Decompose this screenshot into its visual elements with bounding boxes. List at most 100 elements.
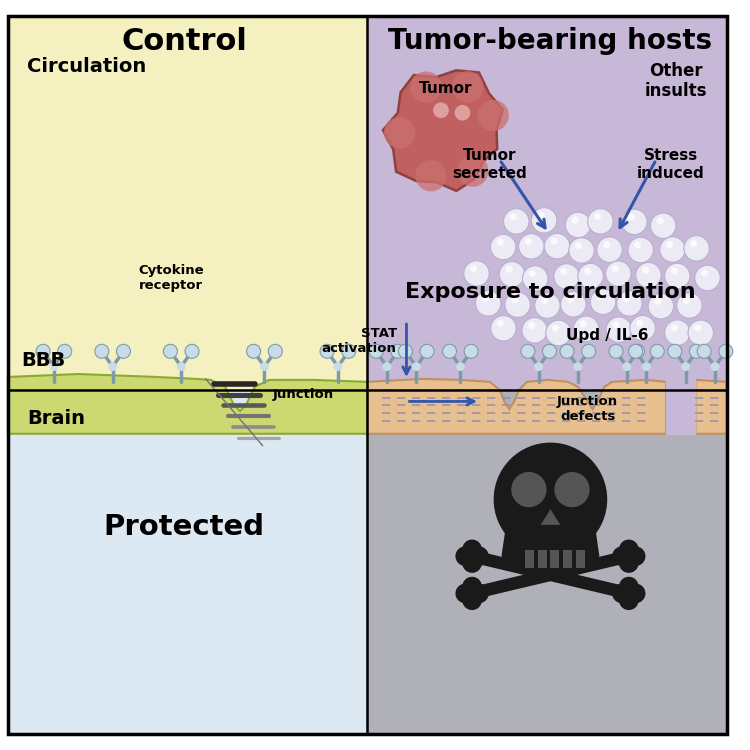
Circle shape xyxy=(490,234,516,260)
Circle shape xyxy=(642,362,651,371)
Circle shape xyxy=(623,295,630,302)
Circle shape xyxy=(482,295,489,302)
Circle shape xyxy=(369,344,383,358)
Circle shape xyxy=(619,554,638,573)
Polygon shape xyxy=(8,374,368,434)
Circle shape xyxy=(689,344,703,358)
Circle shape xyxy=(505,292,530,317)
Circle shape xyxy=(609,344,623,358)
Circle shape xyxy=(455,547,475,566)
Circle shape xyxy=(580,320,586,328)
Text: Control: Control xyxy=(122,27,247,56)
Bar xyxy=(666,372,695,434)
Circle shape xyxy=(698,344,711,358)
Text: Brain: Brain xyxy=(28,410,86,428)
Circle shape xyxy=(690,240,698,247)
Circle shape xyxy=(520,344,535,358)
Circle shape xyxy=(676,292,702,318)
Text: STAT
activation: STAT activation xyxy=(322,327,397,355)
Polygon shape xyxy=(502,523,599,576)
Circle shape xyxy=(616,291,642,316)
Circle shape xyxy=(260,362,269,371)
Circle shape xyxy=(606,317,631,343)
Circle shape xyxy=(642,267,649,274)
Circle shape xyxy=(597,237,622,262)
Circle shape xyxy=(268,344,282,358)
Circle shape xyxy=(710,362,719,371)
Circle shape xyxy=(518,233,544,259)
Circle shape xyxy=(384,117,416,148)
Text: Tumor: Tumor xyxy=(419,80,472,95)
Circle shape xyxy=(532,208,557,233)
Circle shape xyxy=(574,362,582,371)
Circle shape xyxy=(670,268,678,274)
Circle shape xyxy=(582,344,596,358)
Circle shape xyxy=(612,266,619,272)
Text: Upd / IL-6: Upd / IL-6 xyxy=(566,328,649,344)
Circle shape xyxy=(494,442,608,556)
Bar xyxy=(563,550,572,568)
Circle shape xyxy=(454,105,470,121)
Bar xyxy=(8,16,368,390)
Circle shape xyxy=(108,362,117,371)
Polygon shape xyxy=(383,70,502,191)
Circle shape xyxy=(666,241,674,248)
Bar xyxy=(538,550,547,568)
Circle shape xyxy=(334,362,342,371)
Circle shape xyxy=(701,269,708,277)
Circle shape xyxy=(650,213,676,238)
Circle shape xyxy=(177,362,186,371)
Circle shape xyxy=(455,584,475,603)
Circle shape xyxy=(452,71,483,103)
Circle shape xyxy=(630,316,656,341)
Circle shape xyxy=(458,155,488,187)
Circle shape xyxy=(550,238,558,244)
Circle shape xyxy=(628,237,653,262)
Circle shape xyxy=(247,344,261,358)
Text: Tumor-bearing hosts: Tumor-bearing hosts xyxy=(388,27,712,56)
Text: Tumor
secreted: Tumor secreted xyxy=(452,148,527,181)
Circle shape xyxy=(596,293,604,301)
Circle shape xyxy=(544,233,570,259)
Text: Junction
defects: Junction defects xyxy=(557,394,618,422)
Circle shape xyxy=(650,344,664,358)
Circle shape xyxy=(636,320,644,327)
Circle shape xyxy=(391,344,405,358)
Circle shape xyxy=(654,298,662,304)
Circle shape xyxy=(478,100,509,131)
Circle shape xyxy=(476,290,501,316)
Circle shape xyxy=(671,324,678,332)
Circle shape xyxy=(456,362,465,371)
Bar xyxy=(576,550,585,568)
Circle shape xyxy=(462,590,482,610)
Circle shape xyxy=(683,297,690,304)
Circle shape xyxy=(534,362,543,371)
Circle shape xyxy=(525,238,532,245)
Circle shape xyxy=(612,321,620,328)
Text: Circulation: Circulation xyxy=(28,57,147,76)
Text: Protected: Protected xyxy=(104,513,265,541)
Circle shape xyxy=(497,320,504,327)
Circle shape xyxy=(634,242,641,249)
Circle shape xyxy=(578,263,603,289)
Circle shape xyxy=(342,344,355,358)
Circle shape xyxy=(554,472,590,507)
Circle shape xyxy=(605,261,631,286)
Circle shape xyxy=(560,268,567,275)
Circle shape xyxy=(470,265,477,272)
Circle shape xyxy=(584,268,591,274)
Polygon shape xyxy=(541,509,560,525)
Circle shape xyxy=(612,584,632,603)
Circle shape xyxy=(568,238,594,263)
Circle shape xyxy=(622,209,647,235)
Circle shape xyxy=(320,344,334,358)
Circle shape xyxy=(636,262,662,288)
Circle shape xyxy=(433,102,448,118)
Circle shape xyxy=(164,344,177,358)
Circle shape xyxy=(594,213,601,220)
Circle shape xyxy=(490,316,516,341)
Polygon shape xyxy=(695,380,727,433)
Circle shape xyxy=(648,293,674,319)
Circle shape xyxy=(622,362,632,371)
Text: BBB: BBB xyxy=(22,351,66,370)
